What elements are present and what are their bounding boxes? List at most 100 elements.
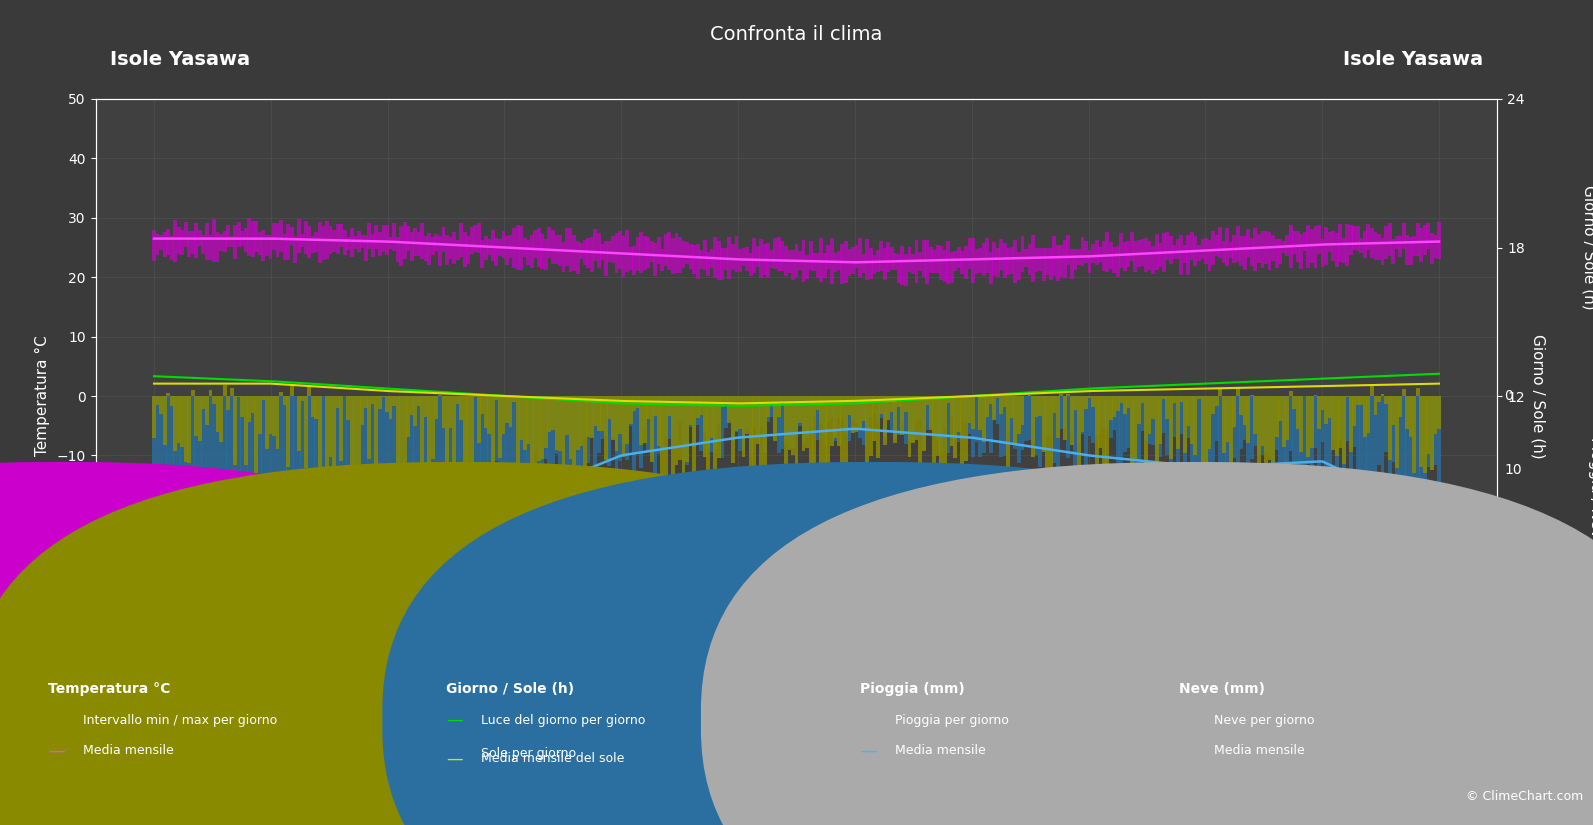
Bar: [226, 396, 229, 534]
Bar: [1324, 396, 1329, 424]
Bar: [269, 396, 272, 434]
Bar: [1431, 396, 1434, 467]
Bar: [876, 396, 879, 458]
Bar: [441, 396, 446, 428]
Bar: [511, 229, 516, 268]
Bar: [914, 396, 919, 440]
Bar: [403, 396, 406, 471]
Bar: [1158, 396, 1161, 457]
Bar: [562, 396, 566, 500]
Bar: [1327, 232, 1332, 252]
Bar: [304, 396, 307, 538]
Bar: [1408, 396, 1413, 436]
Bar: [734, 396, 739, 431]
Bar: [481, 240, 484, 267]
Bar: [1164, 396, 1169, 455]
Bar: [1332, 231, 1335, 261]
Bar: [346, 238, 350, 250]
Bar: [346, 396, 350, 614]
Bar: [1413, 396, 1416, 474]
Bar: [505, 237, 508, 265]
Bar: [961, 252, 964, 275]
Bar: [932, 396, 937, 470]
Bar: [847, 396, 851, 415]
Bar: [636, 237, 639, 271]
Bar: [1091, 396, 1094, 443]
Bar: [1391, 239, 1395, 264]
Bar: [1034, 248, 1039, 272]
Bar: [212, 396, 217, 404]
Bar: [319, 396, 322, 470]
Bar: [209, 235, 212, 260]
Bar: [1141, 396, 1144, 403]
Bar: [511, 396, 516, 402]
Bar: [166, 393, 170, 396]
Bar: [1112, 396, 1117, 417]
Bar: [371, 396, 374, 403]
Bar: [473, 396, 478, 542]
Bar: [432, 396, 435, 459]
Bar: [220, 396, 223, 575]
Bar: [1222, 241, 1225, 262]
Bar: [682, 241, 685, 267]
Bar: [1169, 236, 1172, 264]
Bar: [1309, 229, 1314, 263]
Bar: [357, 396, 360, 504]
Bar: [1070, 396, 1074, 445]
Bar: [1344, 396, 1349, 441]
Bar: [354, 236, 357, 248]
Bar: [487, 396, 491, 434]
Bar: [198, 396, 202, 593]
Bar: [307, 396, 311, 628]
Bar: [1222, 396, 1225, 467]
Bar: [949, 396, 954, 446]
Bar: [1367, 224, 1370, 250]
Bar: [667, 396, 671, 416]
Bar: [903, 396, 908, 444]
Bar: [1381, 396, 1384, 497]
Bar: [1225, 396, 1230, 442]
Bar: [961, 396, 964, 421]
Bar: [151, 230, 156, 262]
Bar: [191, 389, 194, 396]
Bar: [1021, 396, 1024, 425]
Bar: [957, 396, 961, 442]
Bar: [1123, 243, 1126, 271]
Bar: [386, 224, 389, 255]
Bar: [699, 396, 703, 451]
Bar: [1120, 233, 1123, 268]
Bar: [1158, 243, 1161, 266]
Bar: [476, 396, 481, 443]
Bar: [261, 396, 266, 653]
Bar: [946, 396, 951, 403]
Bar: [1246, 396, 1251, 464]
Bar: [728, 396, 731, 419]
Bar: [519, 396, 523, 441]
Bar: [914, 396, 919, 420]
Bar: [984, 238, 989, 273]
Bar: [710, 396, 714, 452]
Bar: [1161, 396, 1166, 433]
Bar: [661, 249, 664, 271]
Bar: [612, 236, 615, 263]
Text: Neve per giorno: Neve per giorno: [1214, 714, 1314, 727]
Bar: [1184, 396, 1187, 453]
Bar: [824, 396, 827, 469]
Bar: [1106, 396, 1109, 471]
Bar: [1134, 396, 1137, 460]
Bar: [328, 396, 333, 516]
Bar: [593, 229, 597, 262]
Bar: [922, 396, 926, 451]
Bar: [1134, 396, 1137, 484]
Bar: [667, 396, 671, 439]
Bar: [1395, 396, 1399, 502]
Bar: [562, 396, 566, 468]
Bar: [272, 396, 276, 568]
Bar: [247, 396, 252, 422]
Text: Media mensile del sole: Media mensile del sole: [481, 752, 624, 766]
Bar: [597, 233, 601, 267]
Bar: [859, 238, 862, 277]
Bar: [1091, 396, 1094, 407]
Bar: [604, 396, 609, 436]
Bar: [1129, 232, 1134, 262]
